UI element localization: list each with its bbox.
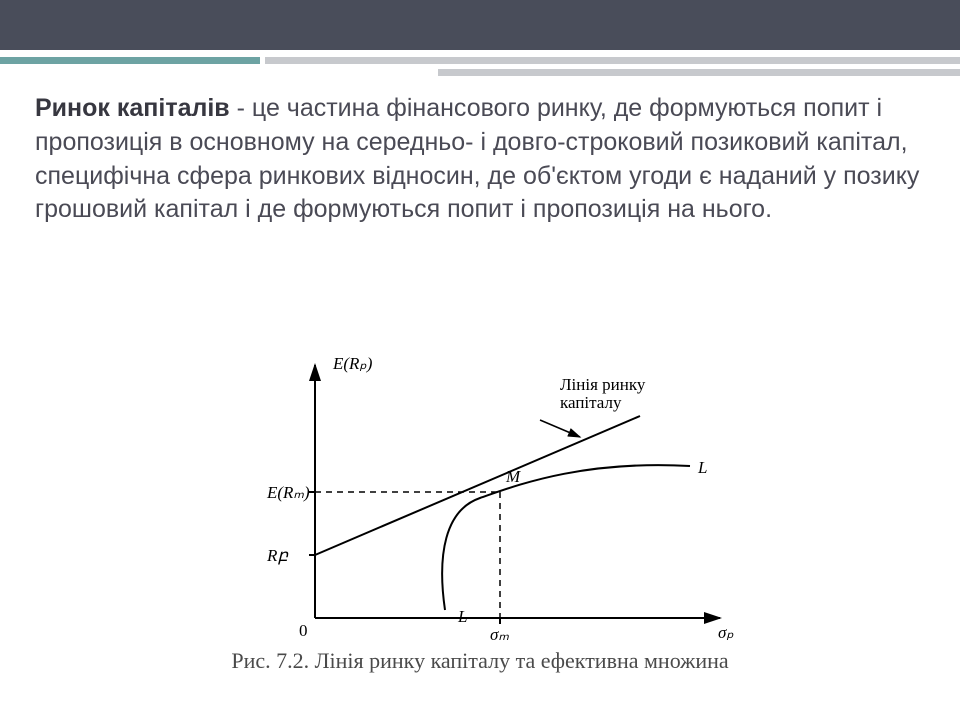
svg-text:капіталу: капіталу: [560, 393, 622, 412]
chart-caption: Рис. 7.2. Лінія ринку капіталу та ефекти…: [0, 648, 960, 674]
svg-text:E(Rₘ): E(Rₘ): [266, 483, 310, 502]
content-area: Ринок капіталів - це частина фінансового…: [35, 92, 930, 227]
definition-paragraph: Ринок капіталів - це частина фінансового…: [35, 92, 930, 227]
svg-text:σₚ: σₚ: [718, 623, 734, 640]
svg-text:L: L: [697, 458, 707, 477]
svg-text:σₘ: σₘ: [490, 625, 509, 640]
chart-container: E(Rₚ)σₚ0RբE(Rₘ)σₘLLЛінія ринкукапіталуM …: [0, 340, 960, 674]
svg-text:M: M: [505, 467, 521, 486]
cml-chart: E(Rₚ) σₚ 0 Rբ E(Rₘ) σₘ L L Лінія ринкукапіталу M: [220, 340, 740, 640]
svg-text:E(Rₚ): E(Rₚ): [332, 354, 373, 373]
accent-gray-top: [265, 57, 960, 64]
svg-text:Rբ: Rբ: [266, 546, 289, 565]
term: Ринок капіталів: [35, 94, 230, 122]
svg-text:Лінія ринку: Лінія ринку: [560, 375, 646, 394]
header-band: [0, 0, 960, 50]
header-gap: [0, 50, 960, 57]
svg-text:L: L: [457, 607, 467, 626]
svg-text:0: 0: [299, 621, 308, 640]
accent-teal: [0, 57, 260, 64]
accent-gray-bottom: [438, 69, 960, 76]
